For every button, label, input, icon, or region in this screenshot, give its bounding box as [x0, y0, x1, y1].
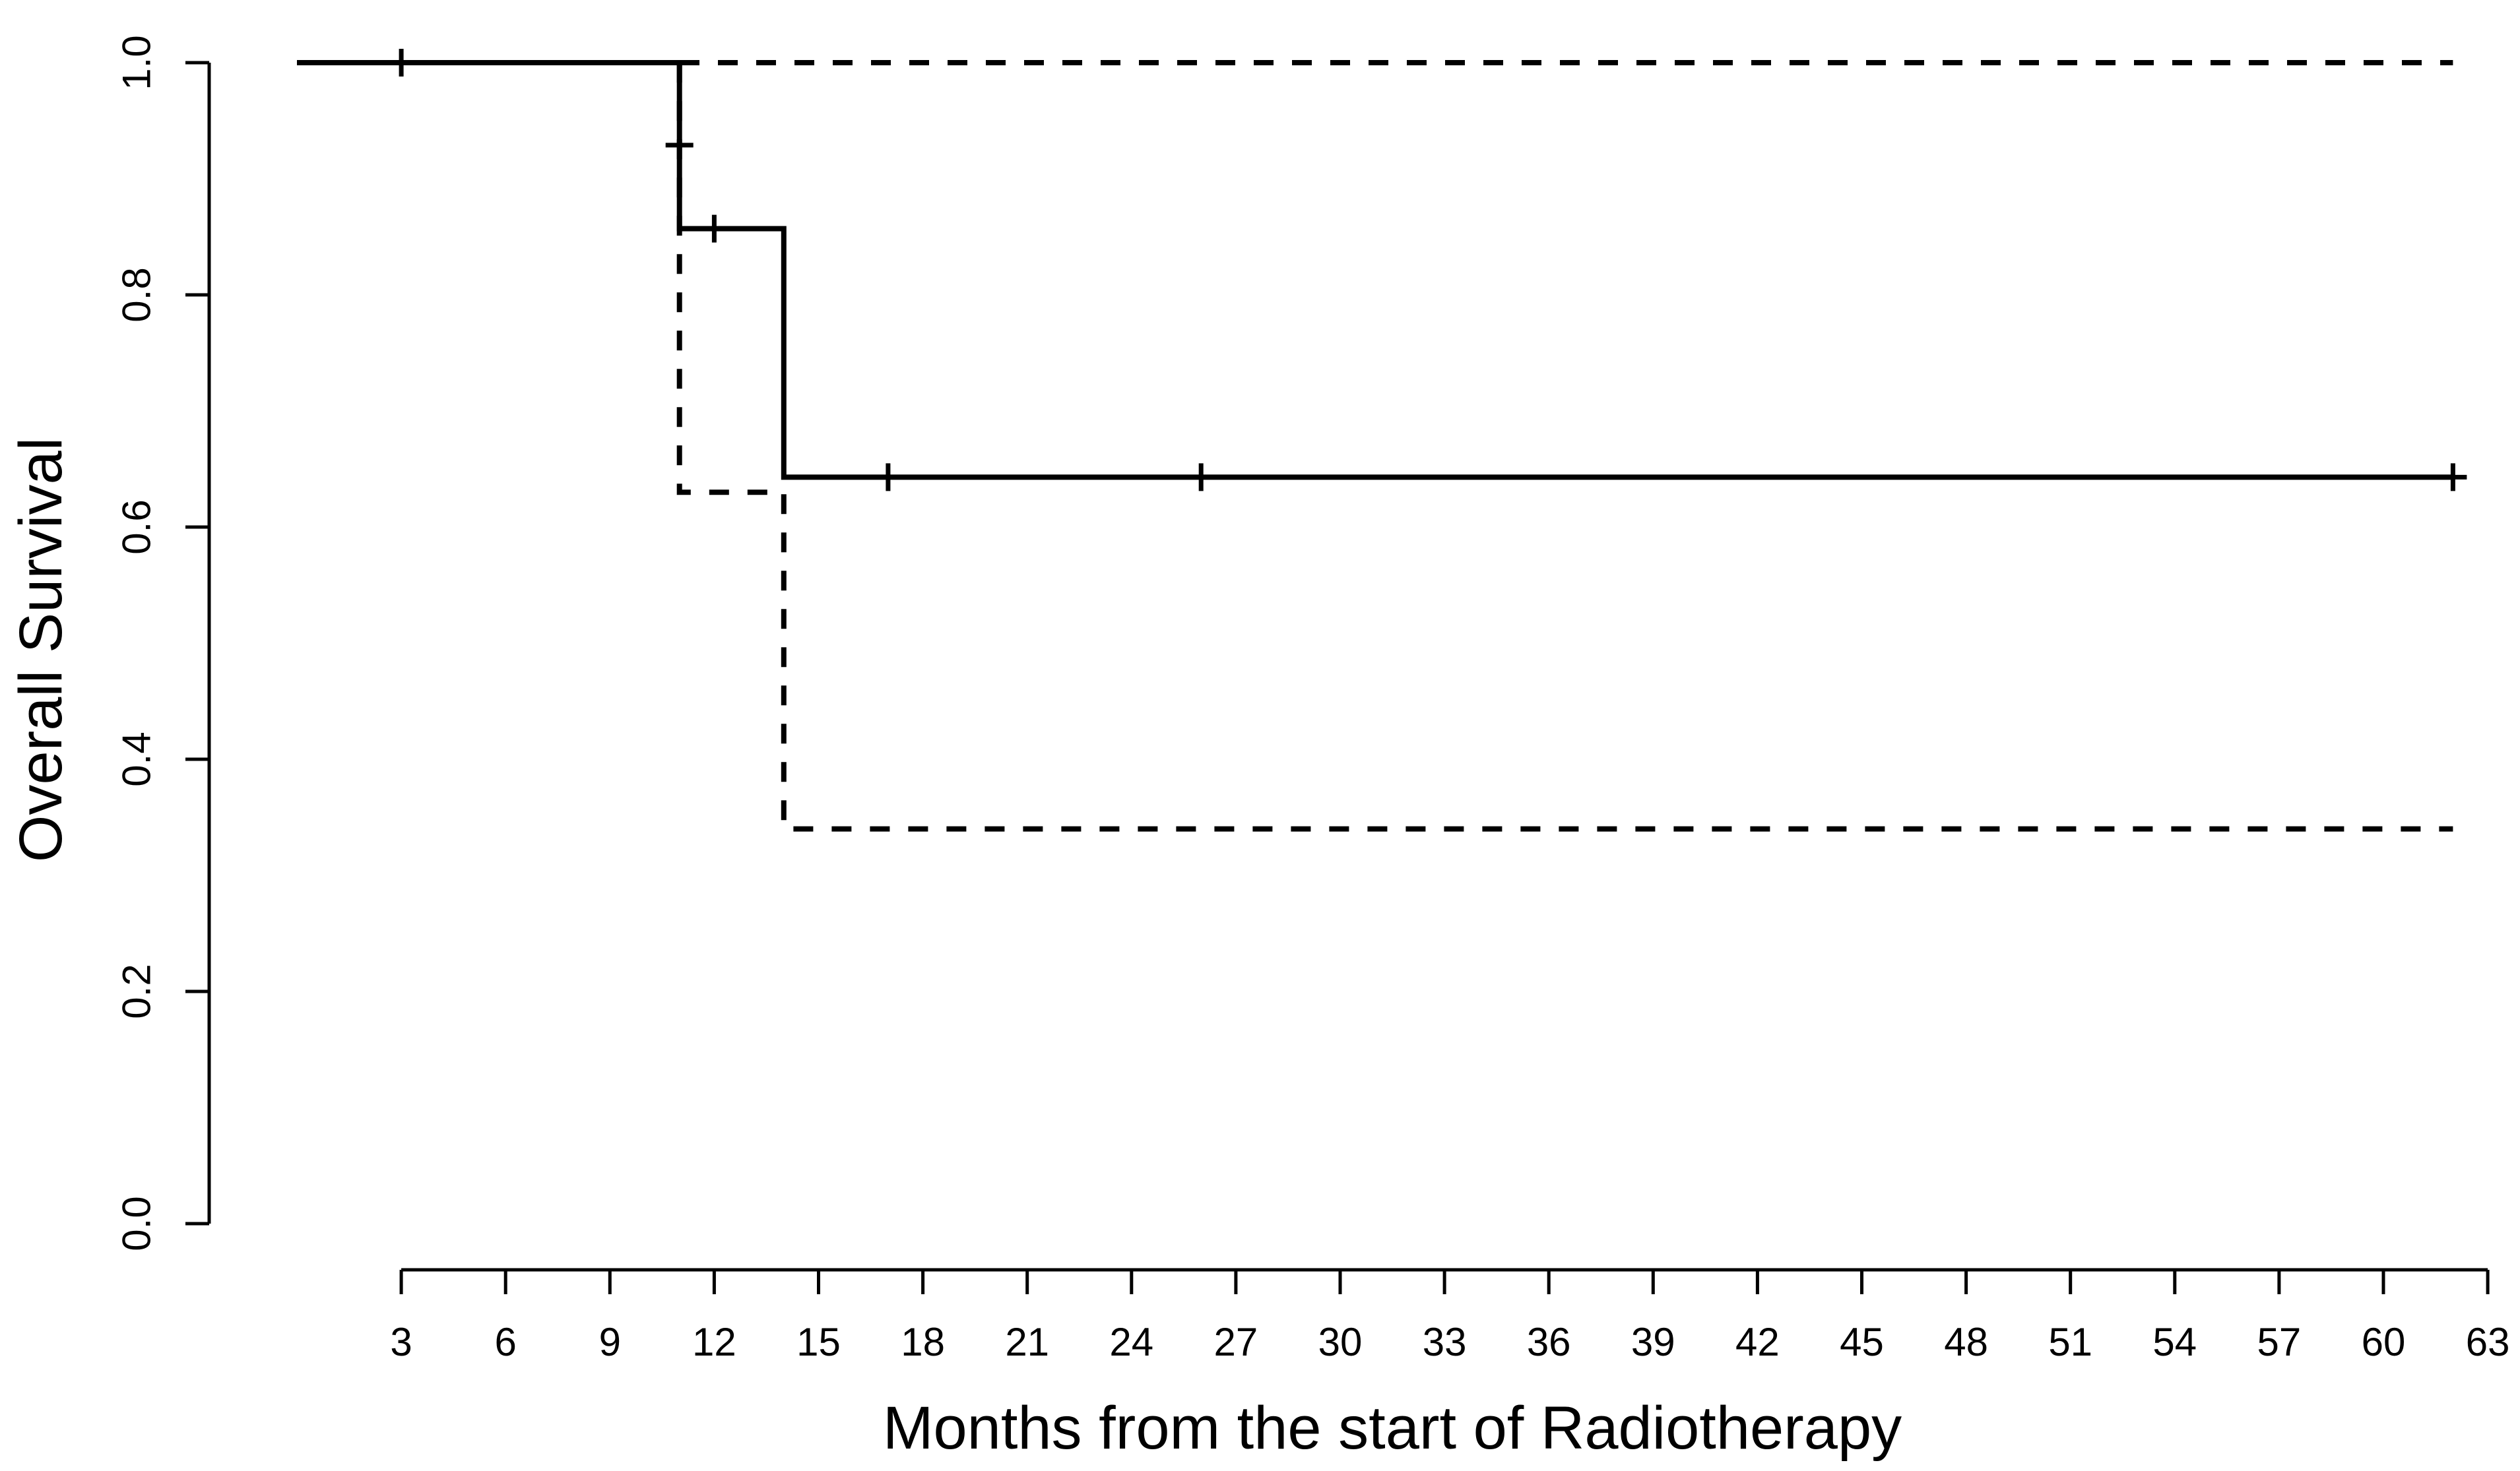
x-axis: 3 6 9 12 15 18 21 24 27 30 33 36 39 42 45 48 51 54 57 60 63	[390, 1268, 2510, 1364]
x-tick-label: 6	[495, 1320, 517, 1364]
x-tick-label: 51	[2048, 1320, 2092, 1364]
y-axis: 0.0 0.2 0.4 0.6 0.8 1.0	[115, 35, 211, 1251]
censor-mark	[874, 463, 902, 491]
x-tick-label: 3	[390, 1320, 412, 1364]
y-tick-label: 1.0	[115, 35, 159, 90]
censor-mark	[387, 49, 416, 77]
censor-mark	[665, 131, 694, 159]
x-tick-label: 18	[901, 1320, 945, 1364]
y-tick-label: 0.0	[115, 1196, 159, 1251]
x-tick-label: 54	[2152, 1320, 2197, 1364]
x-tick-label: 60	[2362, 1320, 2406, 1364]
censor-mark	[1187, 463, 1215, 491]
censor-mark	[2439, 463, 2467, 491]
lower-95ci-curve	[297, 60, 2453, 832]
survival-curve-layer	[297, 60, 2453, 480]
x-tick-label: 12	[692, 1320, 736, 1364]
x-tick-label: 27	[1214, 1320, 1258, 1364]
x-tick-label: 48	[1944, 1320, 1988, 1364]
x-tick-label: 36	[1527, 1320, 1571, 1364]
y-tick-label: 0.8	[115, 267, 159, 322]
x-axis-title: Months from the start of Radiotherapy	[883, 1394, 1902, 1462]
x-tick-label: 33	[1423, 1320, 1467, 1364]
censor-marks-layer	[387, 49, 2467, 491]
censor-mark	[700, 214, 728, 243]
x-tick-label: 24	[1109, 1320, 1153, 1364]
x-tick-label: 45	[1840, 1320, 1884, 1364]
confidence-interval-curves	[297, 60, 2453, 832]
x-tick-label: 42	[1735, 1320, 1780, 1364]
overall-survival-km-estimate-curve	[297, 60, 2453, 480]
x-tick-label: 9	[599, 1320, 621, 1364]
x-tick-label: 39	[1631, 1320, 1675, 1364]
x-tick-label: 15	[796, 1320, 841, 1364]
y-tick-label: 0.2	[115, 964, 159, 1018]
x-tick-label: 57	[2257, 1320, 2302, 1364]
x-tick-label: 63	[2466, 1320, 2510, 1364]
x-tick-label: 30	[1318, 1320, 1363, 1364]
x-tick-label: 21	[1005, 1320, 1049, 1364]
y-tick-label: 0.4	[115, 732, 159, 786]
y-tick-label: 0.6	[115, 499, 159, 554]
y-axis-title: Overall Survival	[7, 437, 75, 862]
